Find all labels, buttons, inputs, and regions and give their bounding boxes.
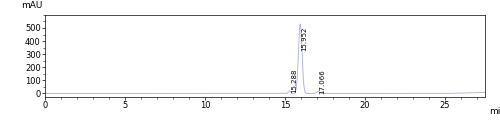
Text: 17.066: 17.066 — [319, 69, 325, 94]
Text: mAU: mAU — [21, 1, 42, 10]
Text: 15.288: 15.288 — [290, 69, 296, 93]
Text: 15.952: 15.952 — [302, 27, 308, 51]
Text: min: min — [490, 107, 500, 116]
